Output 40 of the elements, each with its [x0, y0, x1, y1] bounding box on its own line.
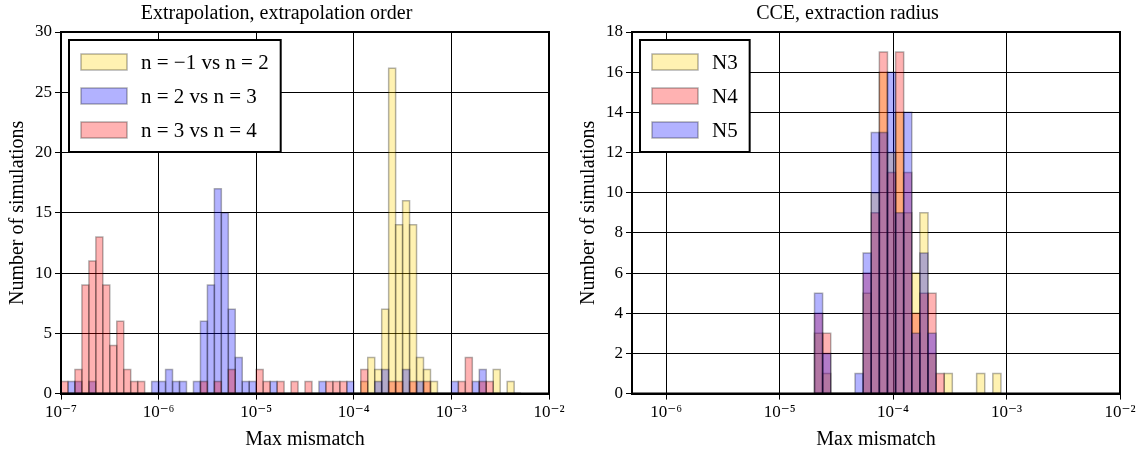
x-tick-label: 10⁻⁶ [142, 402, 175, 422]
y-tick-label: 18 [606, 21, 623, 41]
y-tick-label: 10 [35, 262, 52, 282]
x-tick-label: 10⁻⁵ [240, 402, 273, 422]
y-axis-title: Number of simulations [576, 120, 599, 306]
x-tick-label: 10⁻⁵ [763, 402, 796, 422]
y-tick-label: 15 [35, 202, 52, 222]
y-tick-label: 4 [614, 302, 624, 322]
x-tick-label: 10⁻⁴ [337, 402, 370, 422]
x-tick-label: 10⁻⁷ [45, 402, 78, 422]
y-tick-label: 25 [35, 81, 52, 101]
x-axis-title: Max mismatch [816, 427, 936, 450]
x-axis-title: Max mismatch [245, 427, 365, 450]
y-tick-label: 30 [35, 21, 52, 41]
legend-label: N4 [712, 83, 739, 108]
legend-label: n = −1 vs n = 2 [141, 49, 269, 74]
legend-label: n = 3 vs n = 4 [141, 117, 258, 142]
x-tick-label: 10⁻⁶ [650, 402, 683, 422]
y-tick-label: 6 [614, 262, 623, 282]
x-tick-label: 10⁻³ [991, 402, 1023, 422]
x-tick-label: 10⁻³ [435, 402, 467, 422]
y-tick-label: 2 [614, 342, 623, 362]
x-tick-label: 10⁻² [1104, 402, 1136, 422]
y-tick-label: 16 [606, 61, 623, 81]
y-tick-label: 14 [606, 101, 624, 121]
y-axis-title: Number of simulations [5, 120, 28, 306]
chart-title: CCE, extraction radius [756, 1, 940, 24]
x-tick-label: 10⁻² [533, 402, 565, 422]
y-tick-label: 8 [614, 222, 623, 242]
legend-label: n = 2 vs n = 3 [141, 83, 257, 108]
legend-label: N5 [712, 117, 738, 142]
chart-title: Extrapolation, extrapolation order [140, 1, 413, 25]
y-tick-label: 0 [43, 383, 52, 403]
legend-label: N3 [712, 49, 738, 74]
y-tick-label: 10 [606, 182, 623, 202]
y-tick-label: 5 [43, 322, 52, 342]
y-tick-label: 12 [606, 142, 623, 161]
x-tick-label: 10⁻⁴ [877, 402, 910, 422]
y-tick-label: 20 [35, 142, 52, 161]
y-tick-label: 0 [614, 383, 623, 403]
